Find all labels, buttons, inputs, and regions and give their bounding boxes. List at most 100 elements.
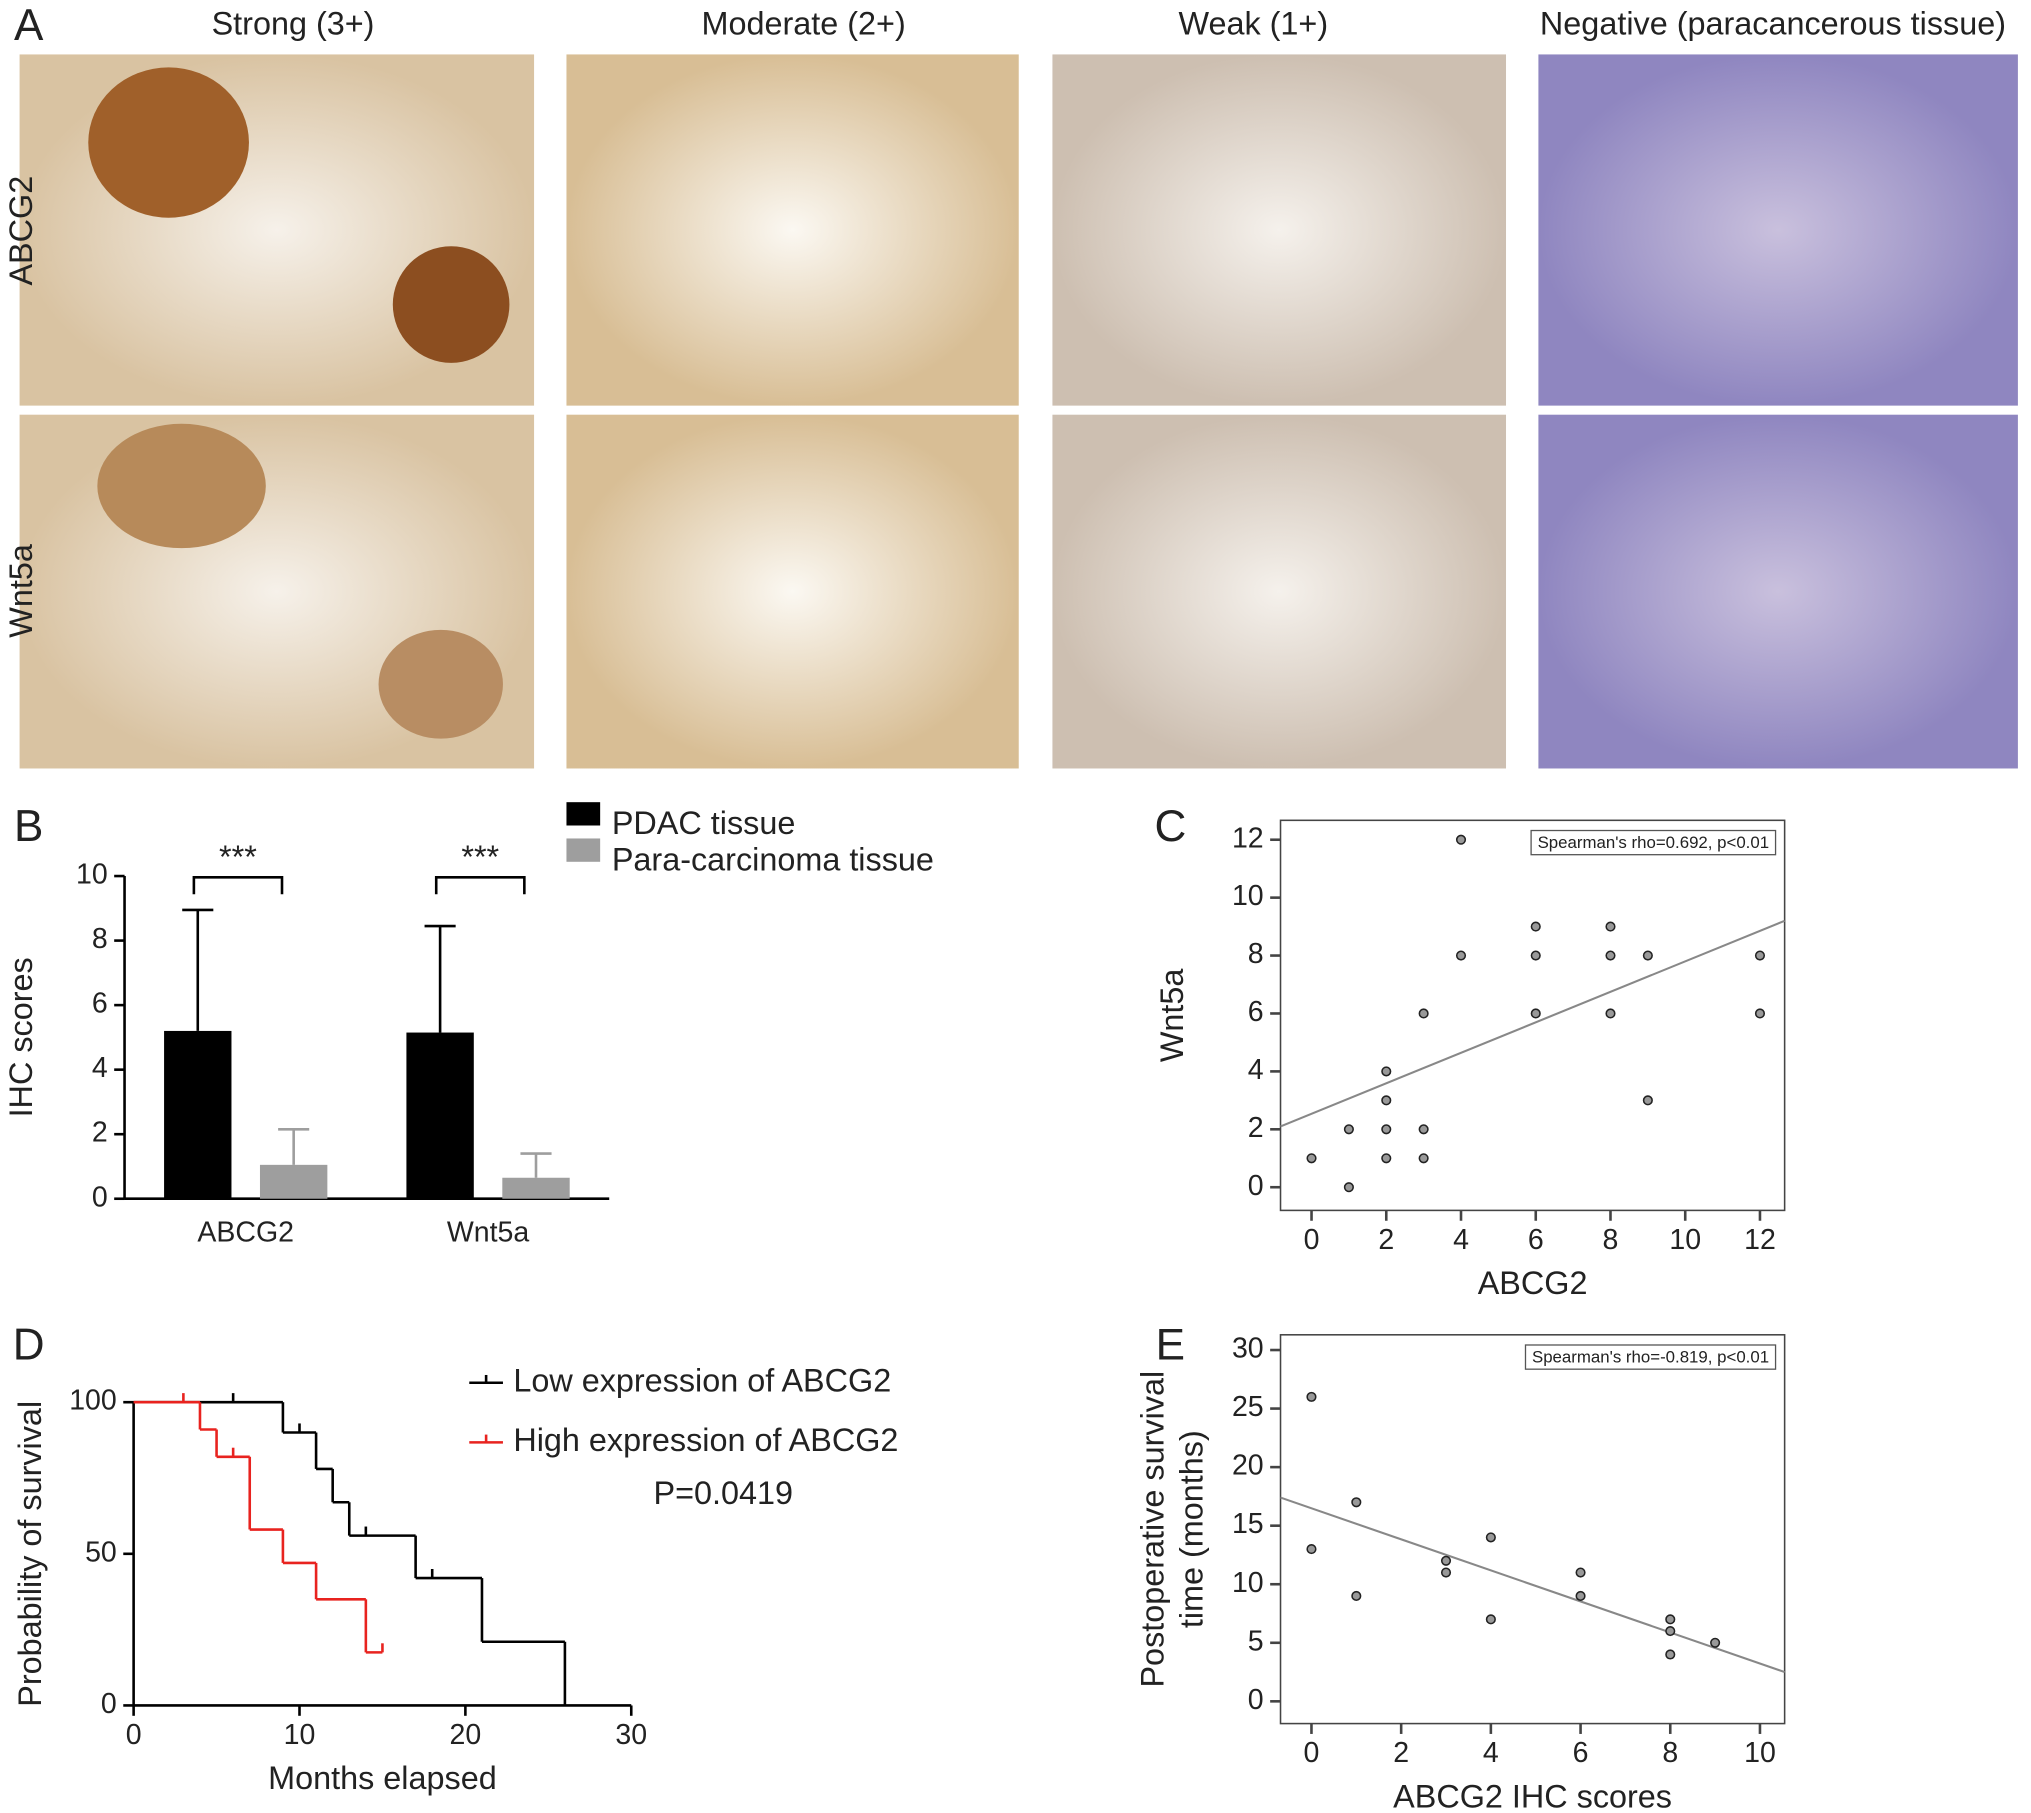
y-tick-label: 6 bbox=[1248, 996, 1264, 1028]
panel-letter: B bbox=[14, 802, 43, 851]
point bbox=[1605, 950, 1616, 961]
point bbox=[1642, 1095, 1653, 1106]
y-tick-label: 12 bbox=[1232, 822, 1264, 854]
micrograph bbox=[1538, 54, 2018, 406]
point bbox=[1418, 1008, 1429, 1019]
x-tick-label: 10 bbox=[1744, 1737, 1776, 1769]
point bbox=[1351, 1497, 1362, 1508]
y-tick-label: 5 bbox=[1248, 1625, 1264, 1657]
point bbox=[1530, 921, 1541, 932]
fit-line bbox=[1280, 919, 1786, 1128]
y-axis-label: Wnt5a bbox=[1154, 969, 1190, 1063]
micrograph bbox=[392, 246, 510, 363]
point bbox=[1754, 950, 1766, 961]
y-tick-label: 100 bbox=[69, 1385, 117, 1417]
x-tick-label: 0 bbox=[126, 1719, 142, 1751]
micrograph bbox=[88, 67, 249, 218]
column-label: Strong (3+) bbox=[212, 5, 375, 41]
micrograph bbox=[1538, 414, 2018, 769]
y-axis-label: Postoperative survival bbox=[1134, 1371, 1170, 1688]
point bbox=[1455, 834, 1467, 845]
x-tick-label: 0 bbox=[1304, 1737, 1320, 1769]
y-tick-label: 30 bbox=[1232, 1333, 1264, 1365]
x-tick-label: 4 bbox=[1483, 1737, 1499, 1769]
legend-label: High expression of ABCG2 bbox=[513, 1422, 898, 1458]
y-tick-label: 10 bbox=[1232, 1567, 1264, 1599]
column-label: Weak (1+) bbox=[1178, 5, 1328, 41]
y-tick-label: 10 bbox=[1232, 880, 1264, 912]
point bbox=[1440, 1567, 1452, 1578]
x-tick-label: 10 bbox=[1669, 1224, 1701, 1256]
micrograph bbox=[97, 423, 266, 549]
micrograph bbox=[378, 629, 503, 739]
plot-frame bbox=[1279, 819, 1786, 1212]
point bbox=[1381, 1124, 1392, 1135]
x-tick-label: 6 bbox=[1573, 1737, 1589, 1769]
y-tick-label: 8 bbox=[1248, 938, 1264, 970]
x-axis-label: Months elapsed bbox=[268, 1760, 497, 1796]
point bbox=[1530, 1008, 1541, 1019]
panel-a-images bbox=[19, 54, 2018, 769]
x-tick-label: 2 bbox=[1393, 1737, 1409, 1769]
bar bbox=[259, 1164, 328, 1199]
point bbox=[1754, 1008, 1766, 1019]
annotation-box bbox=[1530, 829, 1777, 856]
point bbox=[1605, 921, 1616, 932]
point bbox=[1530, 950, 1541, 961]
y-tick-label: 8 bbox=[92, 923, 108, 955]
fit-line bbox=[1280, 1496, 1785, 1674]
annotation: Spearman's rho=-0.819, p<0.01 bbox=[1524, 1344, 1777, 1370]
significance-label: *** bbox=[461, 839, 499, 875]
y-tick-label: 15 bbox=[1232, 1508, 1264, 1540]
point bbox=[1343, 1124, 1354, 1135]
micrograph bbox=[566, 54, 1019, 406]
x-tick-label: 20 bbox=[450, 1719, 482, 1751]
y-tick-label: 0 bbox=[1248, 1170, 1264, 1202]
micrograph bbox=[566, 414, 1019, 769]
significance-bracket bbox=[434, 876, 526, 895]
legend-label: Para-carcinoma tissue bbox=[612, 841, 934, 877]
point bbox=[1575, 1567, 1586, 1578]
panel-letter: C bbox=[1154, 802, 1186, 851]
point bbox=[1351, 1590, 1362, 1601]
x-tick-label: 0 bbox=[1304, 1224, 1320, 1256]
plot-frame bbox=[1279, 1334, 1786, 1725]
y-tick-label: 0 bbox=[1248, 1684, 1264, 1716]
bar bbox=[164, 1030, 232, 1199]
row-label: ABCG2 bbox=[3, 176, 39, 286]
column-label: Moderate (2+) bbox=[701, 5, 905, 41]
y-tick-label: 4 bbox=[92, 1052, 108, 1084]
x-tick-label: 12 bbox=[1744, 1224, 1776, 1256]
bar bbox=[406, 1032, 474, 1199]
point bbox=[1575, 1590, 1586, 1601]
point bbox=[1485, 1614, 1496, 1625]
panel-letter: D bbox=[13, 1320, 45, 1369]
point bbox=[1418, 1153, 1429, 1164]
x-axis-label: ABCG2 IHC scores bbox=[1393, 1778, 1672, 1813]
y-tick-label: 0 bbox=[101, 1688, 117, 1720]
point bbox=[1306, 1544, 1317, 1555]
y-tick-label: 2 bbox=[1248, 1112, 1264, 1144]
x-tick-label: 8 bbox=[1603, 1224, 1619, 1256]
row-label: Wnt5a bbox=[3, 544, 39, 638]
bar bbox=[502, 1177, 570, 1199]
legend-swatch bbox=[566, 802, 601, 826]
y-tick-label: 20 bbox=[1232, 1450, 1264, 1482]
annotation: Spearman's rho=0.692, p<0.01 bbox=[1530, 829, 1777, 856]
x-tick-label: 4 bbox=[1453, 1224, 1469, 1256]
y-tick-label: 2 bbox=[92, 1117, 108, 1149]
x-tick-label: 2 bbox=[1378, 1224, 1394, 1256]
point bbox=[1485, 1532, 1496, 1543]
annotation-text: Spearman's rho=0.692, p<0.01 bbox=[1538, 833, 1770, 852]
y-tick-label: 50 bbox=[85, 1536, 117, 1568]
point bbox=[1306, 1153, 1317, 1164]
y-axis-label: IHC scores bbox=[3, 957, 39, 1117]
point bbox=[1343, 1182, 1354, 1193]
panel-letter: A bbox=[14, 1, 44, 50]
x-tick-label: Wnt5a bbox=[447, 1216, 530, 1248]
point bbox=[1381, 1095, 1392, 1106]
legend-label: Low expression of ABCG2 bbox=[513, 1362, 891, 1398]
x-axis-label: ABCG2 bbox=[1478, 1265, 1588, 1301]
x-tick-label: 30 bbox=[615, 1719, 647, 1751]
